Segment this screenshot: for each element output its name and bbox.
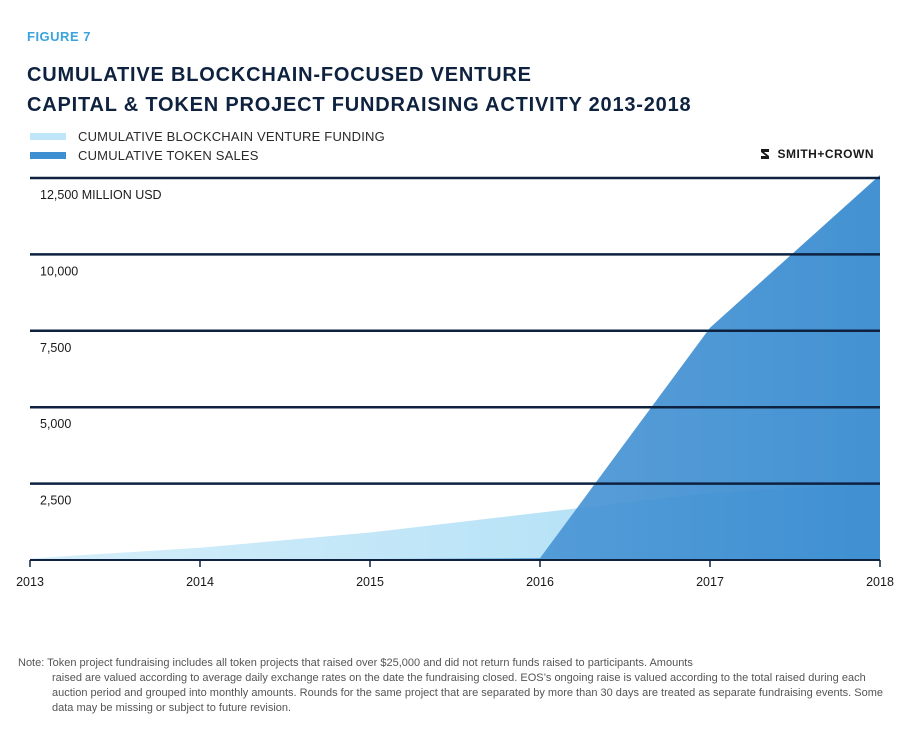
y-tick-label: 12,500 MILLION USD: [40, 188, 162, 202]
legend-label-venture: CUMULATIVE BLOCKCHAIN VENTURE FUNDING: [78, 129, 385, 144]
y-tick-label: 2,500: [40, 494, 71, 508]
legend-label-token: CUMULATIVE TOKEN SALES: [78, 148, 259, 163]
area-chart: 12,500 MILLION USD10,0007,5005,0002,500 …: [16, 174, 894, 589]
brand-logo: SMITH+CROWN: [758, 147, 875, 161]
x-tick-label: 2018: [866, 575, 894, 589]
legend-swatch-token: [30, 152, 66, 159]
series-area-token-sales: [30, 174, 880, 560]
x-tick-label: 2014: [186, 575, 214, 589]
x-tick-label: 2015: [356, 575, 384, 589]
footnote-line-1: Note: Token project fundraising includes…: [18, 657, 693, 669]
y-tick-label: 10,000: [40, 264, 78, 278]
brand-icon: [760, 149, 769, 159]
footnote: Note: Token project fundraising includes…: [18, 656, 903, 716]
legend-swatch-venture: [30, 133, 66, 140]
legend-item-token: CUMULATIVE TOKEN SALES: [30, 146, 385, 165]
x-tick-label: 2013: [16, 575, 44, 589]
figure-label: FIGURE 7: [27, 29, 91, 44]
title-line-1: CUMULATIVE BLOCKCHAIN-FOCUSED VENTURE: [27, 64, 532, 86]
x-tick-label: 2017: [696, 575, 724, 589]
chart-title: CUMULATIVE BLOCKCHAIN-FOCUSED VENTURE CA…: [27, 60, 691, 120]
footnote-body: raised are valued according to average d…: [52, 672, 883, 714]
y-tick-label: 7,500: [40, 341, 71, 355]
legend-item-venture: CUMULATIVE BLOCKCHAIN VENTURE FUNDING: [30, 127, 385, 146]
y-tick-label: 5,000: [40, 417, 71, 431]
legend: CUMULATIVE BLOCKCHAIN VENTURE FUNDING CU…: [30, 127, 385, 165]
title-line-2: CAPITAL & TOKEN PROJECT FUNDRAISING ACTI…: [27, 94, 692, 116]
x-tick-label: 2016: [526, 575, 554, 589]
brand-name: SMITH+CROWN: [777, 147, 874, 161]
